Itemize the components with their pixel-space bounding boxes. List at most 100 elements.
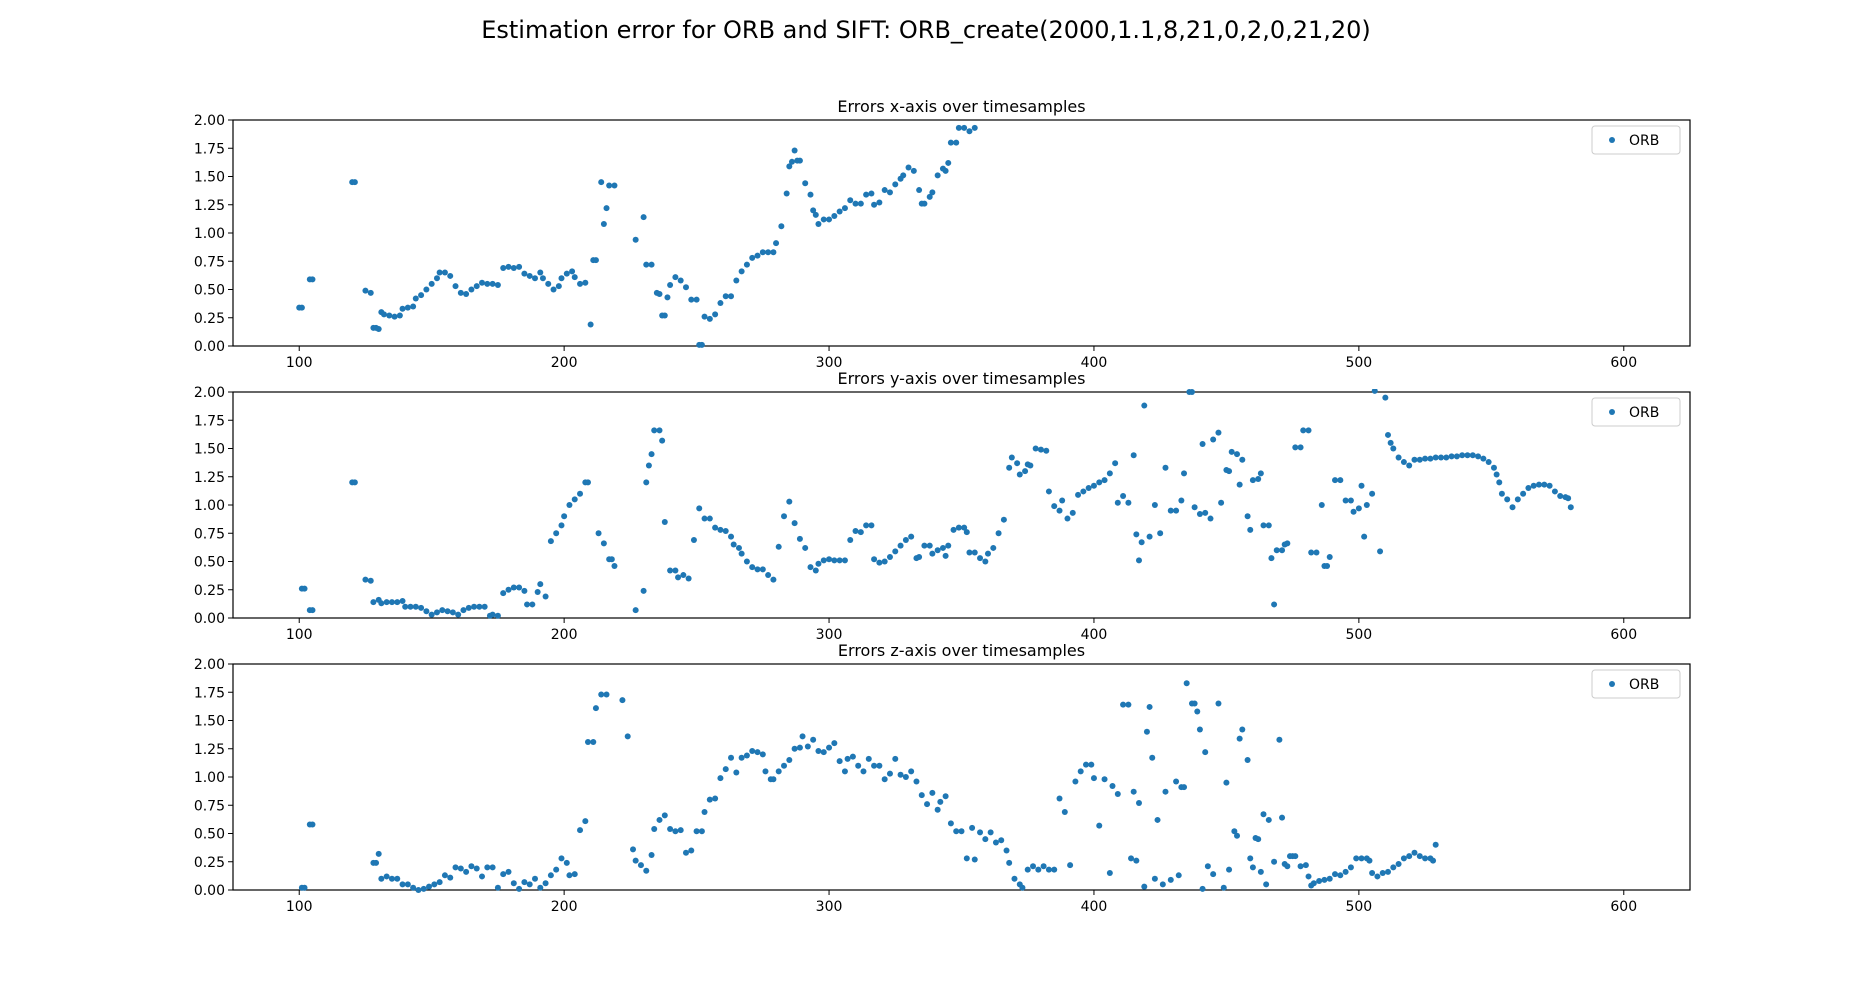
data-point <box>640 214 647 221</box>
data-point <box>532 275 538 282</box>
data-point <box>630 846 637 853</box>
y-tick-label: 1.50 <box>194 714 225 730</box>
data-point <box>1541 481 1548 488</box>
data-point <box>958 828 965 835</box>
data-point <box>537 581 544 588</box>
data-point <box>1459 452 1466 459</box>
data-point <box>1265 522 1272 529</box>
data-point <box>1369 870 1376 877</box>
data-point <box>664 294 671 301</box>
data-point <box>407 603 414 610</box>
data-point <box>577 827 584 834</box>
data-point <box>934 547 941 554</box>
y-tick-label: 1.00 <box>194 498 225 514</box>
data-point <box>1006 859 1013 866</box>
data-point <box>410 303 417 310</box>
data-point <box>431 881 438 888</box>
data-point <box>871 762 878 769</box>
data-point <box>1297 863 1304 870</box>
data-point <box>847 197 854 204</box>
data-point <box>892 181 899 188</box>
data-point <box>1437 454 1444 461</box>
data-point <box>555 283 562 290</box>
data-point <box>661 518 668 525</box>
data-point <box>754 252 761 259</box>
data-point <box>558 522 565 529</box>
data-point <box>1249 477 1256 484</box>
data-point <box>1395 861 1402 868</box>
data-point <box>1143 728 1150 735</box>
data-point <box>1350 508 1357 515</box>
y-tick-label: 1.25 <box>194 470 225 486</box>
data-point <box>934 806 941 813</box>
data-point <box>561 513 568 520</box>
data-point <box>1175 872 1182 879</box>
data-point <box>412 603 419 610</box>
data-point <box>939 544 946 551</box>
y-tick-label: 0.25 <box>194 583 225 599</box>
panel-x-axis: Errors x-axis over timesamples 100 200 300 4… <box>194 97 1691 371</box>
data-point <box>807 564 814 571</box>
data-point <box>1400 855 1407 862</box>
x-tick-label: 400 <box>1081 355 1108 371</box>
data-point <box>563 270 570 277</box>
data-point <box>436 879 443 886</box>
data-point <box>460 607 467 614</box>
data-point <box>479 873 486 880</box>
data-point <box>1167 507 1174 514</box>
data-point <box>1427 455 1434 462</box>
data-point <box>1167 876 1174 883</box>
data-point <box>1022 468 1029 475</box>
data-point <box>1257 470 1264 477</box>
data-point <box>428 280 435 287</box>
data-point <box>1292 853 1299 860</box>
data-point <box>682 284 689 291</box>
data-point <box>706 315 713 322</box>
data-point <box>1146 703 1153 710</box>
data-point <box>945 542 952 549</box>
data-point <box>908 533 915 540</box>
data-point <box>852 527 859 534</box>
data-point <box>1204 863 1211 870</box>
data-point <box>433 609 440 616</box>
y-tick-label: 0.00 <box>194 611 225 627</box>
data-point <box>645 462 652 469</box>
data-point <box>688 847 695 854</box>
data-point <box>1390 445 1397 452</box>
data-point <box>693 296 700 303</box>
data-point <box>1271 858 1278 865</box>
data-point <box>984 550 991 557</box>
data-point <box>1557 492 1564 499</box>
data-point <box>796 535 803 542</box>
data-point <box>1514 496 1521 503</box>
data-point <box>637 862 644 869</box>
data-point <box>1313 549 1320 556</box>
data-point <box>505 868 512 875</box>
data-point <box>717 300 724 307</box>
data-point <box>505 263 512 270</box>
x-tick-label: 400 <box>1081 899 1108 915</box>
data-point <box>521 270 528 277</box>
data-point <box>1363 502 1370 508</box>
data-point <box>473 865 480 872</box>
data-point <box>444 608 451 615</box>
y-tick-label: 1.50 <box>194 170 225 186</box>
data-point <box>532 875 538 882</box>
data-point <box>701 313 708 320</box>
data-point <box>871 201 878 208</box>
data-point <box>373 859 380 866</box>
legend-label: ORB <box>1629 405 1659 421</box>
data-point <box>463 868 470 875</box>
data-point <box>1292 444 1299 451</box>
data-point <box>690 537 697 544</box>
data-point <box>301 585 308 592</box>
data-point <box>571 496 578 503</box>
data-point <box>897 771 904 778</box>
data-point <box>587 321 594 328</box>
data-point <box>847 537 854 544</box>
data-point <box>735 544 742 551</box>
data-point <box>383 873 390 880</box>
data-point <box>298 304 305 311</box>
data-point <box>1011 875 1018 882</box>
data-point <box>1030 863 1037 870</box>
